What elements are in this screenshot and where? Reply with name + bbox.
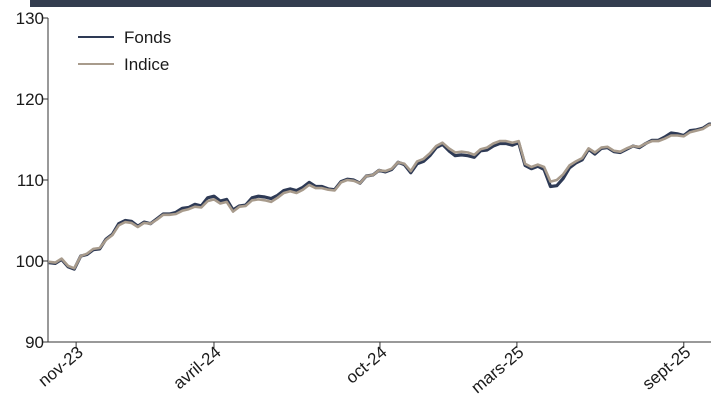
legend-label-indice: Indice: [124, 55, 169, 74]
series-line-fonds: [48, 122, 711, 271]
y-tick-label: 130: [16, 9, 44, 28]
header-bar-left-cap: [30, 0, 44, 7]
x-tick-label: avril-24: [170, 343, 225, 393]
x-tick-label: sept-25: [639, 343, 695, 394]
legend-label-fonds: Fonds: [124, 28, 171, 47]
x-axis-ticks: nov-23 avril-24 oct-24 mars-25 sept-25: [35, 342, 695, 398]
x-tick-label: mars-25: [467, 343, 527, 398]
y-tick-label: 90: [25, 333, 44, 352]
y-axis-ticks: 90 100 110 120 130: [16, 9, 48, 352]
series-line-indice: [48, 123, 711, 270]
y-tick-label: 120: [16, 90, 44, 109]
series-lines: [48, 122, 711, 271]
x-tick-label: oct-24: [342, 343, 390, 388]
legend: Fonds Indice: [78, 28, 171, 74]
header-bar: [42, 0, 711, 7]
y-tick-label: 100: [16, 252, 44, 271]
y-tick-label: 110: [17, 171, 44, 190]
